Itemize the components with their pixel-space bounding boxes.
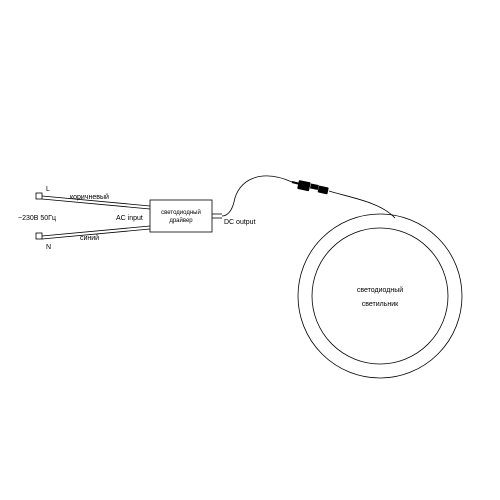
cable-driver-to-connector: [222, 176, 292, 216]
driver-label-2: драйвер: [169, 217, 193, 224]
wiring-diagram: L N ~230В 50Гц коричневый синий AC input…: [0, 0, 500, 500]
terminal-N: [36, 233, 42, 239]
dc-connector: [292, 180, 329, 194]
lamp-ring-outer: [298, 214, 462, 378]
driver-label-1: светодиодный: [161, 209, 201, 216]
lamp-label-2: светильник: [362, 301, 399, 308]
label-N: N: [46, 244, 51, 251]
driver-box: [150, 200, 212, 232]
label-dc-output: DC output: [224, 219, 256, 226]
label-wire-top: коричневый: [70, 193, 109, 201]
label-wire-bottom: синий: [80, 234, 99, 242]
lamp-ring-inner: [312, 228, 448, 364]
label-voltage: ~230В 50Гц: [18, 215, 56, 222]
terminal-L: [36, 193, 42, 199]
label-ac-input: AC input: [116, 215, 143, 222]
label-L: L: [46, 186, 50, 193]
lamp-label-1: светодиодный: [357, 286, 403, 294]
